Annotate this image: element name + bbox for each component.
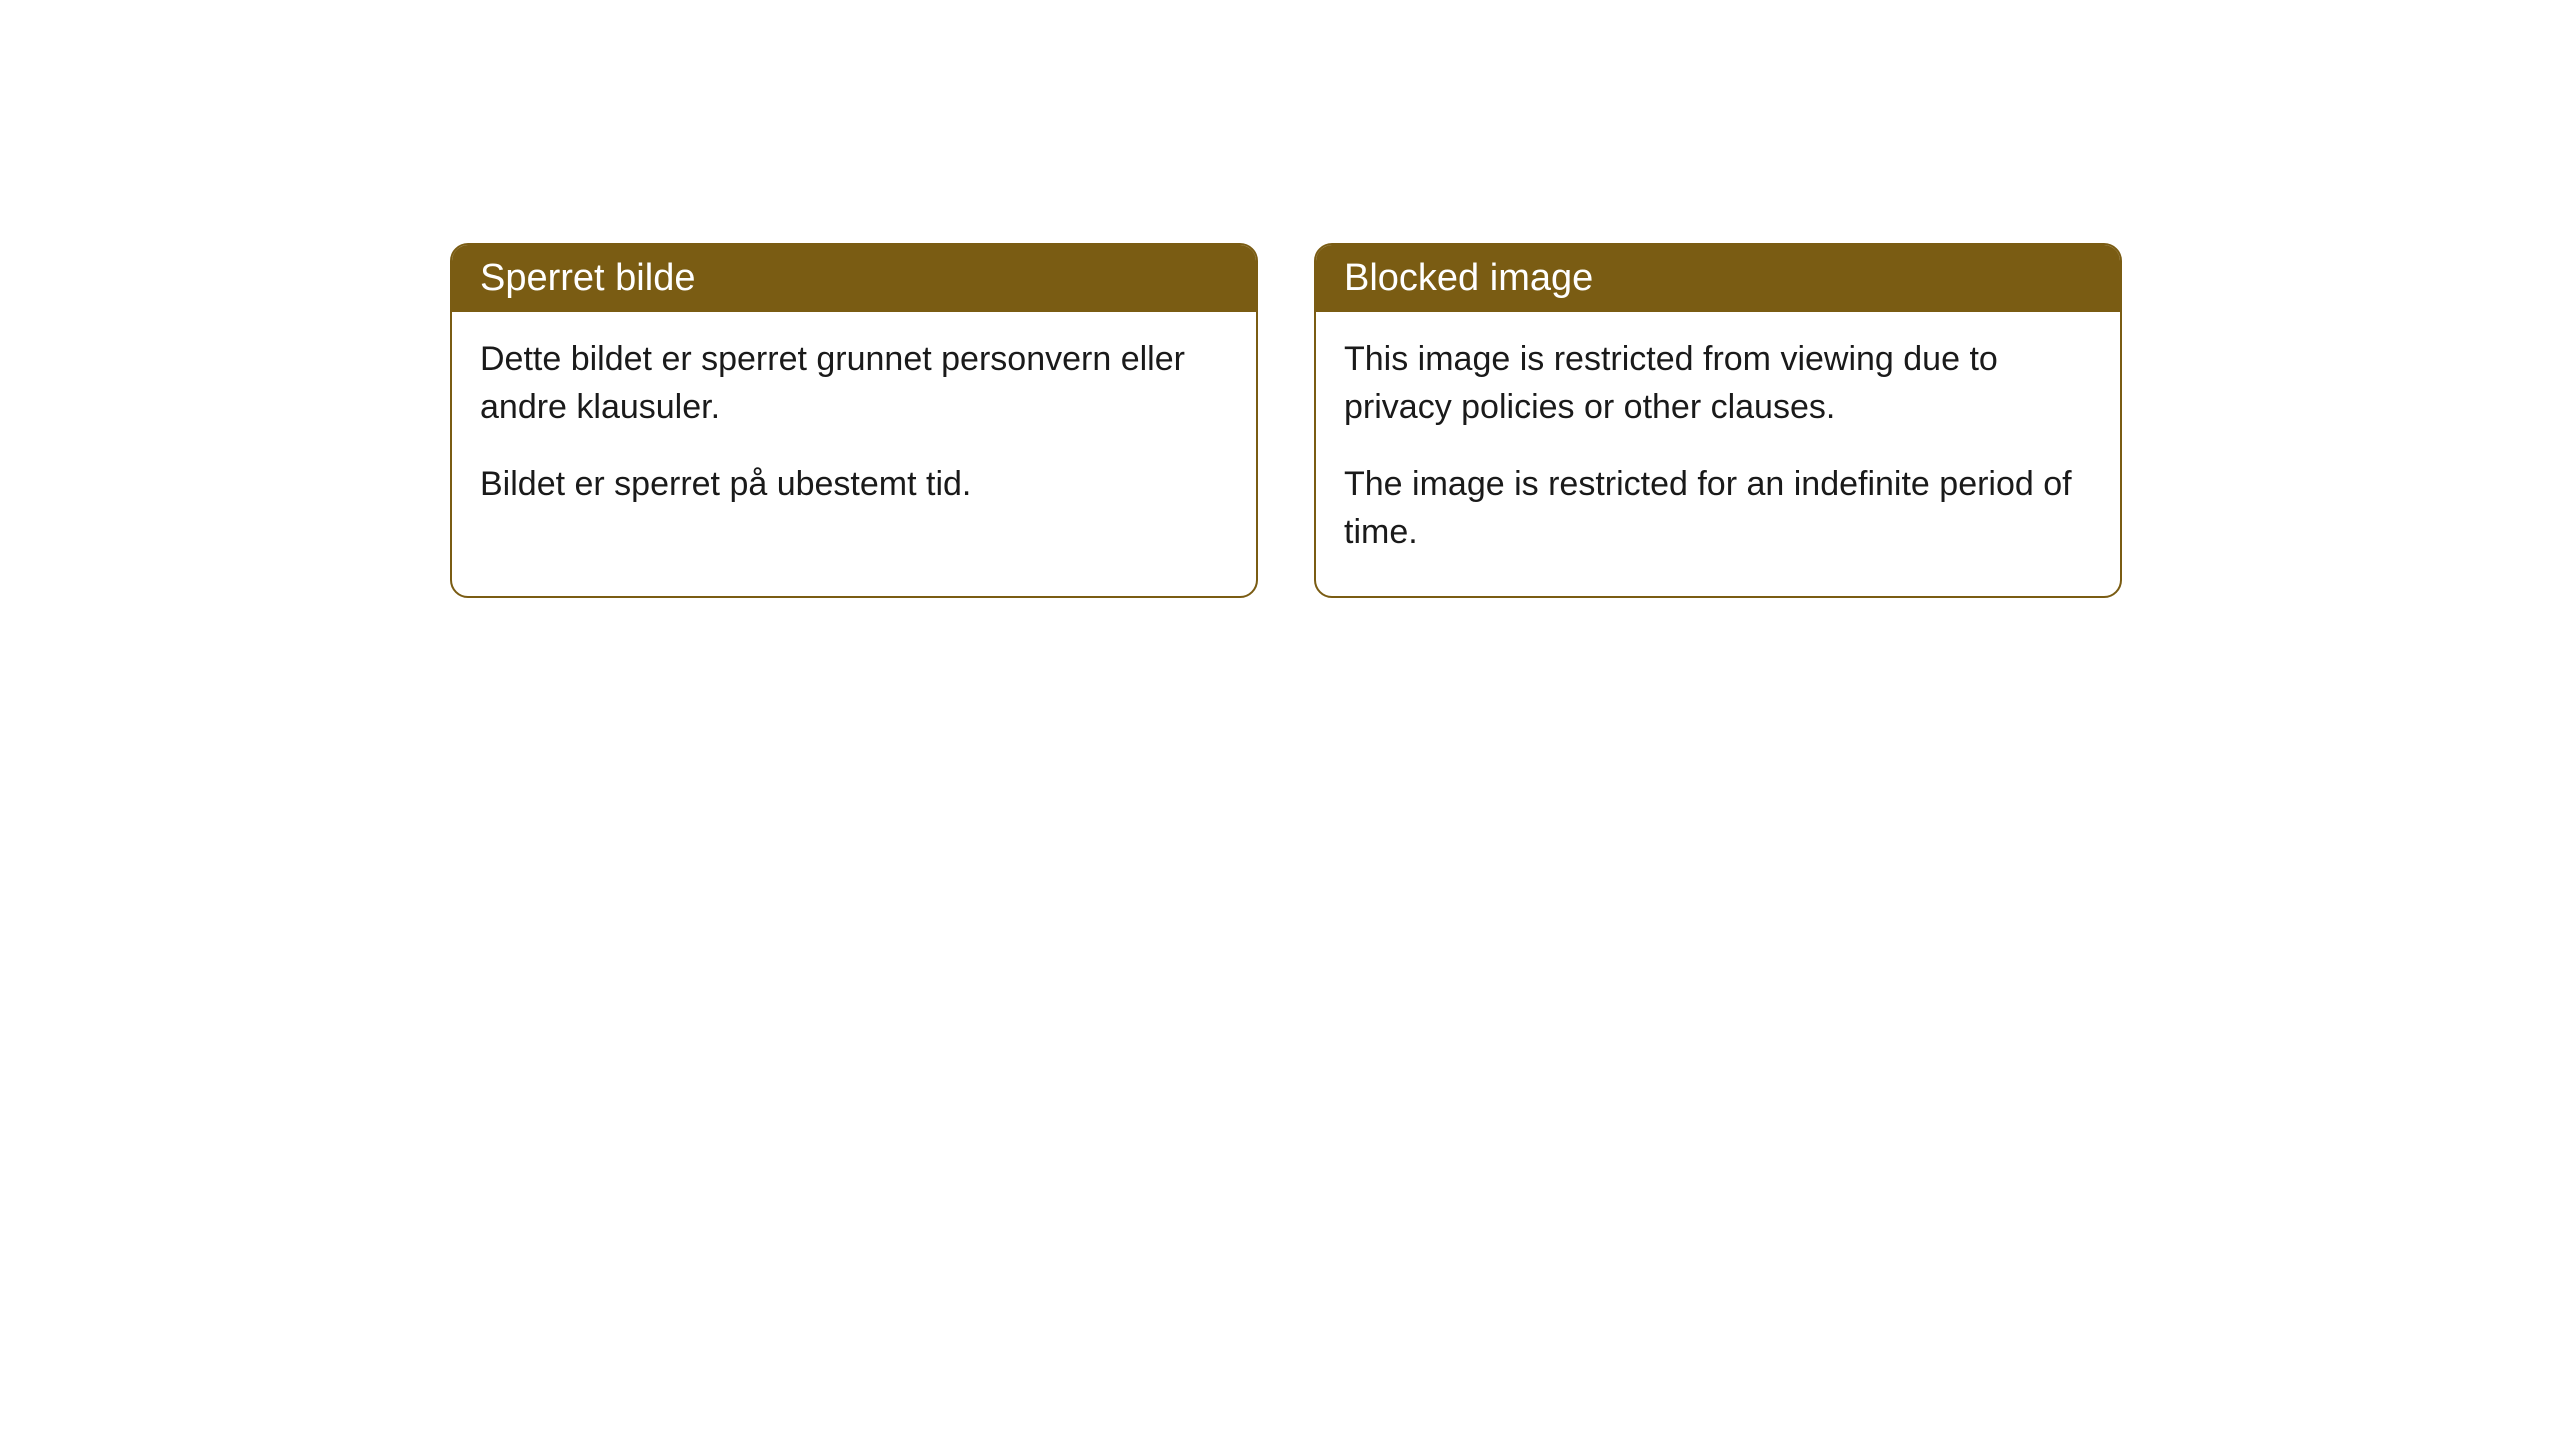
card-header: Sperret bilde: [452, 245, 1256, 312]
cards-container: Sperret bilde Dette bildet er sperret gr…: [0, 0, 2560, 598]
card-body: This image is restricted from viewing du…: [1316, 312, 2120, 596]
card-paragraph: The image is restricted for an indefinit…: [1344, 461, 2092, 556]
card-title: Sperret bilde: [480, 257, 695, 299]
card-header: Blocked image: [1316, 245, 2120, 312]
blocked-image-card-english: Blocked image This image is restricted f…: [1314, 243, 2122, 598]
card-paragraph: This image is restricted from viewing du…: [1344, 336, 2092, 431]
card-paragraph: Dette bildet er sperret grunnet personve…: [480, 336, 1228, 431]
card-body: Dette bildet er sperret grunnet personve…: [452, 312, 1256, 549]
card-title: Blocked image: [1344, 257, 1593, 299]
card-paragraph: Bildet er sperret på ubestemt tid.: [480, 461, 1228, 509]
blocked-image-card-norwegian: Sperret bilde Dette bildet er sperret gr…: [450, 243, 1258, 598]
